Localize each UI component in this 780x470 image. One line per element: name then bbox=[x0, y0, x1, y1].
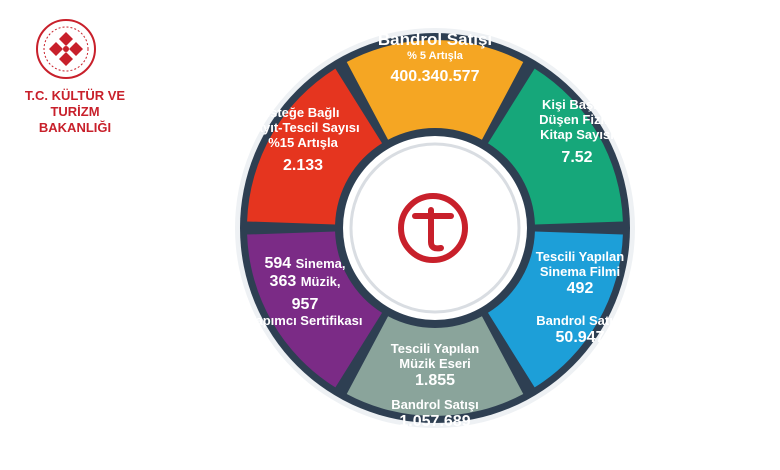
top-right-value: 7.52 bbox=[561, 148, 593, 166]
right-line3: Bandrol Satışı bbox=[536, 313, 624, 329]
segment-top-text: Bandrol Satışı % 5 Artışla 400.340.577 bbox=[375, 30, 495, 87]
segment-top bbox=[346, 39, 524, 140]
left-bottom-text2: Müzik, bbox=[300, 274, 341, 290]
segment-left-bottom-text: 594 Sinema, 363 Müzik, 957 Yapımcı Serti… bbox=[240, 255, 370, 329]
bottom-line2: Müzik Eseri bbox=[399, 355, 471, 371]
top-right-line2: Düşen Fiziki bbox=[539, 111, 615, 127]
segment-left-top bbox=[247, 68, 383, 225]
bottom-value1: 1.855 bbox=[414, 371, 456, 389]
ministry-logo: T.C. KÜLTÜR VE TURİZM BAKANLIĞI bbox=[0, 18, 150, 135]
segment-right bbox=[487, 231, 623, 388]
segment-left-top-text: İsteğe Bağlı Kayıt-Tescil Sayısı %15 Art… bbox=[238, 105, 368, 175]
center-t-logo-icon bbox=[398, 193, 468, 263]
ministry-emblem-icon bbox=[36, 19, 96, 79]
top-value: 400.340.577 bbox=[390, 68, 480, 86]
left-bottom-text3: Yapımcı Sertifikası bbox=[247, 313, 363, 329]
left-top-line3: %15 Artışla bbox=[268, 134, 338, 150]
bottom-value2: 1.057.689 bbox=[399, 413, 471, 431]
left-top-line1: İsteğe Bağlı bbox=[266, 105, 340, 120]
top-subtitle: % 5 Artışla bbox=[407, 49, 463, 62]
segment-right-text: Tescili Yapılan Sinema Filmi 492 Bandrol… bbox=[520, 249, 640, 348]
left-bottom-num1: 594 bbox=[264, 255, 292, 272]
ministry-name-line1: T.C. KÜLTÜR VE TURİZM bbox=[24, 88, 126, 119]
top-right-line3: Kitap Sayısı bbox=[540, 126, 614, 142]
left-bottom-text1: Sinema, bbox=[295, 256, 346, 271]
left-top-line2: Kayıt-Tescil Sayısı bbox=[246, 119, 360, 135]
left-bottom-num3: 957 bbox=[291, 295, 319, 313]
top-title: Bandrol Satışı bbox=[377, 30, 493, 49]
right-line2: Sinema Filmi bbox=[539, 263, 621, 279]
bottom-line3: Bandrol Satışı bbox=[391, 397, 479, 413]
segment-bottom bbox=[346, 316, 524, 416]
inner-circle bbox=[343, 136, 527, 320]
bottom-line1: Tescili Yapılan bbox=[390, 341, 480, 356]
ministry-name: T.C. KÜLTÜR VE TURİZM BAKANLIĞI bbox=[0, 88, 150, 136]
segment-left-bottom bbox=[247, 231, 383, 388]
left-top-value: 2.133 bbox=[282, 156, 324, 174]
top-right-line1: Kişi Başına bbox=[541, 97, 613, 112]
right-value2: 50.947 bbox=[555, 329, 605, 347]
right-line1: Tescili Yapılan bbox=[535, 249, 625, 264]
inner-circle-border bbox=[349, 142, 521, 314]
ministry-name-line2: BAKANLIĞI bbox=[38, 120, 112, 135]
segment-top-right bbox=[487, 68, 623, 225]
right-value1: 492 bbox=[566, 279, 594, 297]
left-bottom-num2: 363 bbox=[269, 273, 297, 291]
segment-bottom-text: Tescili Yapılan Müzik Eseri 1.855 Bandro… bbox=[375, 341, 495, 432]
segment-top-right-text: Kişi Başına Düşen Fiziki Kitap Sayısı 7.… bbox=[522, 97, 632, 167]
